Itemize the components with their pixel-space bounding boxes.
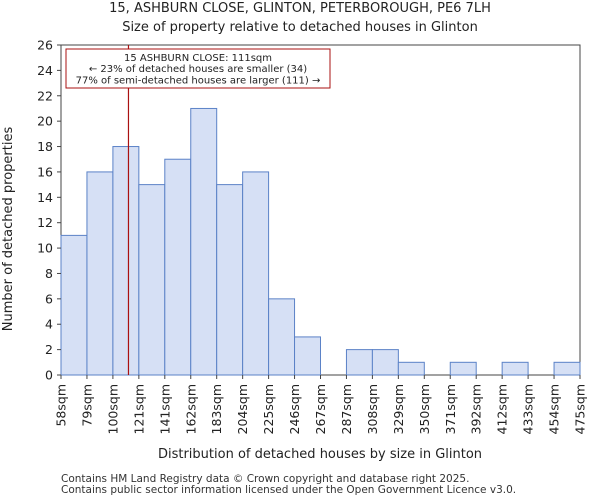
- x-tick-label-141sqm: 141sqm: [157, 384, 172, 434]
- chart-subtitle: Size of property relative to detached ho…: [122, 20, 478, 35]
- x-tick-label-204sqm: 204sqm: [235, 384, 250, 434]
- y-tick-label-10: 10: [37, 241, 53, 256]
- x-tick-label-287sqm: 287sqm: [339, 384, 354, 434]
- x-tick-label-433sqm: 433sqm: [521, 384, 536, 434]
- y-tick-label-20: 20: [37, 114, 53, 129]
- x-tick-label-267sqm: 267sqm: [313, 384, 328, 434]
- y-tick-label-8: 8: [45, 266, 53, 281]
- x-tick-label-58sqm: 58sqm: [54, 384, 69, 427]
- y-tick-label-18: 18: [37, 139, 53, 154]
- x-tick-label-350sqm: 350sqm: [417, 384, 432, 434]
- annotation-line-3: 77% of semi-detached houses are larger (…: [76, 75, 321, 86]
- y-tick-label-0: 0: [45, 368, 53, 383]
- footer-line-1: Contains HM Land Registry data © Crown c…: [61, 473, 470, 485]
- x-tick-label-412sqm: 412sqm: [495, 384, 510, 434]
- bar-58sqm: [60, 234, 88, 376]
- y-tick-label-4: 4: [45, 317, 53, 332]
- bar-412sqm: [501, 361, 529, 376]
- y-tick-label-24: 24: [37, 63, 53, 78]
- x-tick-label-371sqm: 371sqm: [443, 384, 458, 434]
- x-axis-label: Distribution of detached houses by size …: [158, 447, 482, 462]
- bar-183sqm: [216, 184, 244, 376]
- y-axis-label: Number of detached properties: [1, 127, 16, 332]
- x-tick-label-121sqm: 121sqm: [131, 384, 146, 434]
- bar-308sqm: [371, 349, 399, 376]
- x-tick-label-329sqm: 329sqm: [391, 384, 406, 434]
- bar-454sqm: [553, 361, 581, 376]
- chart-title: 15, ASHBURN CLOSE, GLINTON, PETERBOROUGH…: [109, 1, 491, 16]
- x-tick-label-100sqm: 100sqm: [105, 384, 120, 434]
- x-tick-label-475sqm: 475sqm: [573, 384, 588, 434]
- y-tick-label-6: 6: [45, 291, 53, 306]
- bar-329sqm: [397, 361, 425, 376]
- bar-162sqm: [190, 107, 218, 376]
- x-tick-label-162sqm: 162sqm: [183, 384, 198, 434]
- annotation-box: [65, 48, 331, 89]
- x-tick-label-392sqm: 392sqm: [469, 384, 484, 434]
- y-tick-label-16: 16: [37, 164, 53, 179]
- y-tick-label-14: 14: [37, 190, 53, 205]
- bar-79sqm: [86, 171, 114, 376]
- x-tick-label-308sqm: 308sqm: [365, 384, 380, 434]
- y-tick-label-26: 26: [37, 38, 53, 53]
- annotation-line-2: ← 23% of detached houses are smaller (34…: [89, 64, 307, 75]
- bar-141sqm: [164, 158, 192, 376]
- y-tick-label-22: 22: [37, 88, 53, 103]
- bar-100sqm: [112, 146, 140, 376]
- bar-121sqm: [138, 184, 166, 376]
- x-tick-label-246sqm: 246sqm: [287, 384, 302, 434]
- bar-371sqm: [449, 361, 477, 376]
- y-tick-label-2: 2: [45, 342, 53, 357]
- y-tick-label-12: 12: [37, 215, 53, 230]
- x-tick-label-225sqm: 225sqm: [261, 384, 276, 434]
- bar-246sqm: [294, 336, 321, 376]
- x-tick-label-454sqm: 454sqm: [547, 384, 562, 434]
- bar-287sqm: [345, 349, 373, 376]
- annotation-line-1: 15 ASHBURN CLOSE: 111sqm: [124, 53, 272, 64]
- bar-204sqm: [242, 171, 270, 376]
- x-tick-label-183sqm: 183sqm: [209, 384, 224, 434]
- footer-line-2: Contains public sector information licen…: [61, 484, 517, 496]
- x-tick-label-79sqm: 79sqm: [79, 384, 94, 427]
- bar-225sqm: [268, 298, 296, 376]
